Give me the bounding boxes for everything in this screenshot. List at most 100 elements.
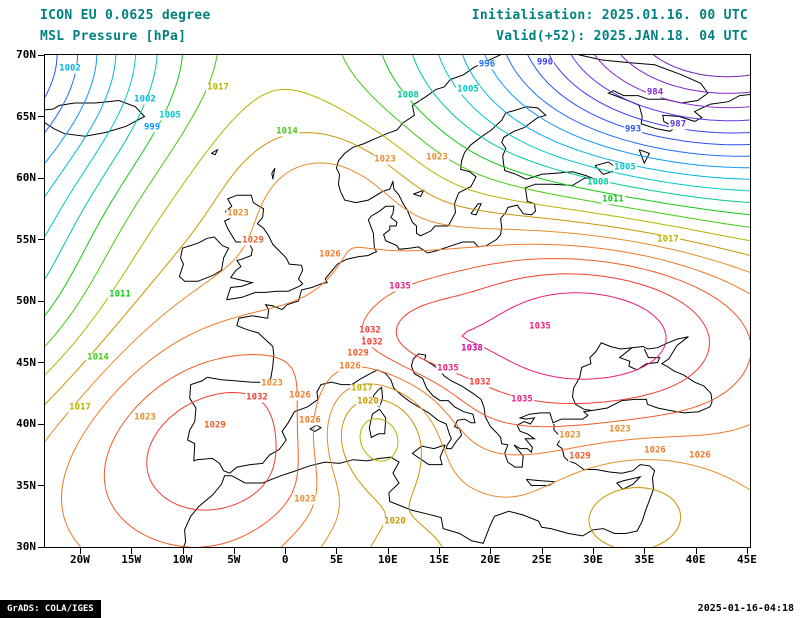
coastline (571, 336, 713, 414)
pressure-contour-1032 (146, 273, 710, 511)
lat-tick-label: 45N (16, 355, 36, 369)
contour-label: 1026 (318, 249, 342, 260)
pressure-contour-1029 (103, 258, 750, 547)
lon-tick-mark (439, 548, 441, 554)
pressure-contour-978 (653, 55, 750, 78)
contour-label: 1014 (275, 126, 299, 137)
contour-label: 1026 (288, 390, 312, 401)
pressure-contour-990 (548, 55, 750, 134)
contour-label: 1023 (608, 424, 632, 435)
lat-tick-mark (38, 362, 44, 363)
contour-label: 999 (142, 122, 162, 133)
lat-tick-mark (38, 300, 44, 302)
contour-label: 1023 (133, 412, 157, 423)
contour-label: 993 (623, 124, 643, 135)
contour-label: 1038 (460, 343, 484, 354)
lat-tick-mark (38, 546, 44, 548)
contour-label: 1008 (396, 90, 420, 101)
contour-label: 1032 (468, 377, 492, 388)
lon-tick-label: 10W (172, 553, 193, 566)
grads-stamp: GrADS: COLA/IGES (0, 600, 101, 618)
coastline (271, 167, 276, 180)
pressure-contour-1005 (45, 55, 750, 237)
pressure-contour-1002 (45, 55, 750, 197)
lon-tick-label: 0 (281, 553, 289, 566)
contour-label: 1017 (350, 383, 374, 394)
contour-label: 984 (645, 87, 665, 98)
pressure-contour-981 (620, 55, 750, 94)
contour-label: 1035 (436, 363, 460, 374)
lat-tick-label: 40N (16, 417, 36, 430)
contour-label: 1005 (158, 110, 182, 121)
lon-tick-mark (182, 548, 184, 554)
lon-tick-mark (592, 548, 594, 554)
contour-label: 1029 (568, 451, 592, 462)
contour-label: 1023 (373, 154, 397, 165)
contour-label: 1026 (643, 445, 667, 456)
lon-tick-label: 25E (531, 553, 552, 566)
header-left: ICON EU 0.0625 degree MSL Pressure [hPa] (40, 5, 211, 47)
lon-tick-mark (644, 548, 646, 554)
lat-tick-label: 60N (16, 171, 36, 184)
contour-label: 1014 (86, 352, 110, 363)
coastline (470, 203, 482, 216)
lon-tick-label: 5E (329, 553, 344, 566)
lon-tick-mark (541, 548, 543, 554)
header-right: Initialisation: 2025.01.16. 00 UTC Valid… (472, 5, 748, 47)
lon-tick-mark (387, 548, 389, 554)
coastline (616, 476, 642, 490)
lat-tick-label: 30N (16, 540, 36, 553)
contour-label: 1035 (510, 394, 534, 405)
contour-label: 1023 (226, 208, 250, 219)
pressure-contour-987 (570, 55, 750, 122)
lon-tick-label: 10E (377, 553, 398, 566)
lon-tick-mark (131, 548, 133, 554)
contour-label: 1029 (203, 420, 227, 431)
lat-tick-label: 50N (16, 294, 36, 307)
lat-tick-mark (38, 485, 44, 486)
coastline (187, 55, 596, 474)
lon-tick-label: 35E (634, 553, 655, 566)
coastline (45, 99, 146, 137)
field-title: MSL Pressure [hPa] (40, 29, 187, 44)
lon-tick-label: 30E (583, 553, 603, 566)
contour-label: 1005 (456, 84, 480, 95)
contour-label: 990 (535, 57, 555, 68)
lon-tick-mark (79, 548, 81, 554)
lat-tick-label: 65N (16, 109, 36, 123)
lon-tick-mark (490, 548, 492, 554)
contour-label: 1029 (241, 235, 265, 246)
lon-tick-mark (285, 548, 287, 554)
contour-label: 1005 (613, 162, 637, 173)
contour-label: 1011 (601, 194, 625, 205)
contour-label: 1008 (586, 177, 610, 188)
pressure-contour-1008 (45, 55, 750, 280)
pressure-contour-996 (45, 55, 750, 157)
contour-label: 1017 (656, 234, 680, 245)
pressure-contour-999 (45, 55, 750, 169)
pressure-contour-1014 (45, 55, 750, 347)
contour-label: 1023 (558, 430, 582, 441)
lon-tick-label: 20W (69, 553, 90, 566)
coastline (210, 148, 219, 156)
pressure-contour-1011 (45, 55, 750, 316)
contour-label: 1029 (346, 348, 370, 359)
lat-tick-mark (38, 177, 44, 179)
coastline (178, 236, 230, 282)
lat-tick-label: 70N (16, 48, 36, 61)
contour-label: 1023 (260, 378, 284, 389)
lon-tick-label: 45E (736, 553, 757, 566)
coastline (411, 444, 446, 466)
lat-tick-mark (38, 239, 44, 240)
contour-label: 1002 (58, 63, 82, 74)
lat-tick-label: 55N (16, 232, 36, 246)
contour-label: 1023 (293, 494, 317, 505)
contour-label: 1026 (688, 450, 712, 461)
contour-label: 1032 (360, 337, 384, 348)
coastline (229, 353, 593, 474)
creation-timestamp: 2025-01-16-04:18 (697, 603, 794, 614)
contour-labels-layer: 1002 1017 1002 1005 999 1014 1008 1023 1023 996 99… (45, 55, 750, 547)
lat-tick-mark (38, 116, 44, 117)
coastline (183, 424, 656, 547)
